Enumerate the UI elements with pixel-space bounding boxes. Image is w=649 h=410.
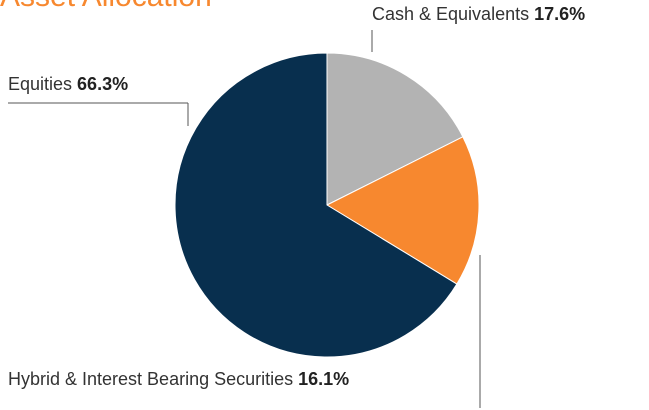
slice-value: 16.1% <box>298 369 349 389</box>
pie-slice <box>174 52 458 358</box>
slice-label: Equities 66.3% <box>8 74 128 94</box>
slice-label: Hybrid & Interest Bearing Securities 16.1… <box>8 369 349 389</box>
chart-title: Asset Allocation <box>0 0 212 13</box>
slice-name: Hybrid & Interest Bearing Securities <box>8 369 293 389</box>
slice-name: Cash & Equivalents <box>372 4 529 24</box>
slice-value: 66.3% <box>77 74 128 94</box>
slice-value: 17.6% <box>534 4 585 24</box>
slice-name: Equities <box>8 74 72 94</box>
pie-slice <box>326 52 464 206</box>
pie-slice <box>325 136 480 285</box>
slice-label: Cash & Equivalents 17.6% <box>372 4 585 24</box>
